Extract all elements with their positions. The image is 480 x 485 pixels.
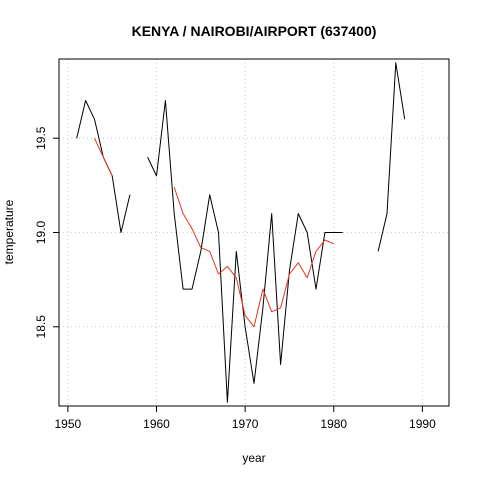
y-tick-label: 19.5 xyxy=(34,126,48,150)
raw-series-line xyxy=(76,100,131,233)
x-tick-label: 1980 xyxy=(320,417,347,431)
grid-lines xyxy=(59,59,449,406)
x-tick-label: 1970 xyxy=(232,417,259,431)
x-tick-label: 1990 xyxy=(409,417,436,431)
chart-title: KENYA / NAIROBI/AIRPORT (637400) xyxy=(132,23,377,39)
data-series xyxy=(76,62,406,403)
smoothed-series-line xyxy=(94,137,113,177)
x-axis-label: year xyxy=(242,451,265,465)
y-tick-label: 19.0 xyxy=(34,220,48,244)
x-axis: 1950 1960 1970 1980 1990 xyxy=(55,405,436,431)
y-axis-label: temperature xyxy=(2,199,16,264)
y-tick-label: 18.5 xyxy=(34,315,48,339)
plot-frame xyxy=(58,58,450,407)
raw-series-line xyxy=(377,62,406,252)
x-tick-label: 1950 xyxy=(55,417,82,431)
x-tick-label: 1960 xyxy=(143,417,170,431)
raw-series-line xyxy=(147,100,343,403)
y-axis: 18.5 19.0 19.5 xyxy=(34,126,60,339)
smoothed-series-line xyxy=(173,187,334,328)
